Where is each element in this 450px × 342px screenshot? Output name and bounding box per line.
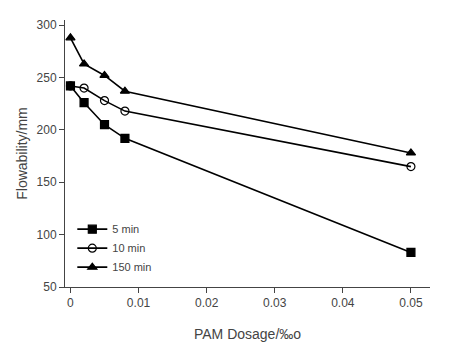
svg-text:50: 50 xyxy=(43,280,57,294)
svg-text:0.05: 0.05 xyxy=(399,296,423,310)
svg-text:150: 150 xyxy=(37,175,57,189)
svg-text:150 min: 150 min xyxy=(112,261,151,273)
svg-text:Flowability/mm: Flowability/mm xyxy=(14,107,30,200)
svg-text:200: 200 xyxy=(37,123,57,137)
svg-text:0.02: 0.02 xyxy=(195,296,219,310)
svg-text:0.04: 0.04 xyxy=(331,296,355,310)
svg-text:300: 300 xyxy=(37,18,57,32)
svg-text:100: 100 xyxy=(37,228,57,242)
svg-text:0: 0 xyxy=(67,296,74,310)
svg-text:0.03: 0.03 xyxy=(263,296,287,310)
svg-text:10 min: 10 min xyxy=(112,242,145,254)
svg-text:0.01: 0.01 xyxy=(127,296,151,310)
svg-text:5 min: 5 min xyxy=(112,223,139,235)
svg-text:PAM Dosage/‰o: PAM Dosage/‰o xyxy=(194,326,301,342)
svg-text:250: 250 xyxy=(37,71,57,85)
